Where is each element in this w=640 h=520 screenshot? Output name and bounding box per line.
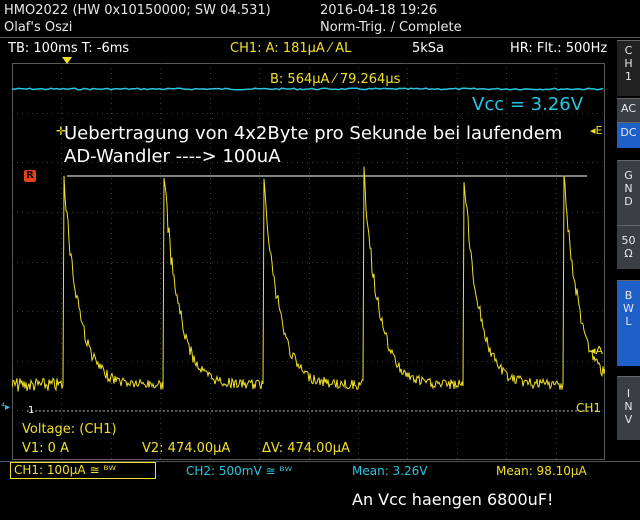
grid-lines [12,63,605,460]
sample-rate-label: 5kSa [412,41,445,56]
owner-name: Olaf's Oszi [4,20,73,35]
grid-border [12,63,605,460]
ch1-trace [11,166,606,392]
ch1-settings-button[interactable]: CH1: 100µA ≅ ᴮᵂ [10,462,156,479]
timebase-label[interactable]: TB: 100ms T: -6ms [8,41,130,56]
ch1-trigger-label[interactable]: CH1: A: 181µA ⁄ AL [230,41,352,56]
ch2-trace [11,87,604,91]
waveform-plot [11,63,606,460]
datetime: 2016-04-18 19:26 [320,3,438,18]
note-line-2: AD-Wandler ----> 100uA [64,146,281,167]
measure-v1: V1: 0 A [22,441,69,456]
ch1-mean: Mean: 98.10µA [496,464,587,478]
trigger-state: Norm-Trig. / Complete [320,20,462,35]
resolution-label[interactable]: HR: Flt.: 500Hz [510,41,608,56]
reference-marker[interactable]: R [24,170,36,182]
bottom-note: An Vcc haengen 6800uF! [352,490,554,509]
cross-marker-icon: ✛ [56,124,67,138]
measure-v2: V2: 474.00µA [142,441,231,456]
header-divider [0,37,640,38]
ch2-settings-button[interactable]: CH2: 500mV ≅ ᴮᵂ [186,464,293,478]
a-marker: ◂A [590,344,604,357]
ch-ground-arrow-icon[interactable]: ⁴▸ [1,402,11,413]
impedance-50-ohm-button[interactable]: 50 Ω [617,225,640,269]
ch2-mean: Mean: 3.26V [352,464,428,478]
device-info: HMO2022 (HW 0x10150000; SW 04.531) [4,3,271,18]
measure-dv: ΔV: 474.00µA [262,441,350,456]
coupling-dc-button[interactable]: DC [617,122,640,148]
trigger-position-marker[interactable] [62,57,72,64]
status-divider [0,461,640,462]
zero-level-marker: 1 [28,405,35,416]
measure-title: Voltage: (CH1) [22,422,117,437]
cursor-b-label: B: 564µA ⁄ 79.264µs [270,72,401,87]
vcc-annotation: Vcc = 3.26V [472,94,584,115]
ch1-level-label: CH1 [576,401,602,415]
note-line-1: Uebertragung von 4x2Byte pro Sekunde bei… [64,123,563,144]
scope-screen[interactable] [11,63,606,460]
e-marker: ◂E [590,124,603,137]
coupling-ac-button[interactable]: AC [617,98,640,122]
